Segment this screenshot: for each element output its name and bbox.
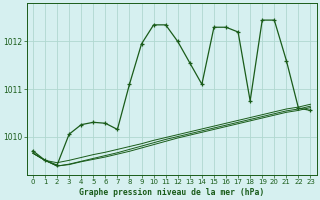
X-axis label: Graphe pression niveau de la mer (hPa): Graphe pression niveau de la mer (hPa) [79, 188, 264, 197]
